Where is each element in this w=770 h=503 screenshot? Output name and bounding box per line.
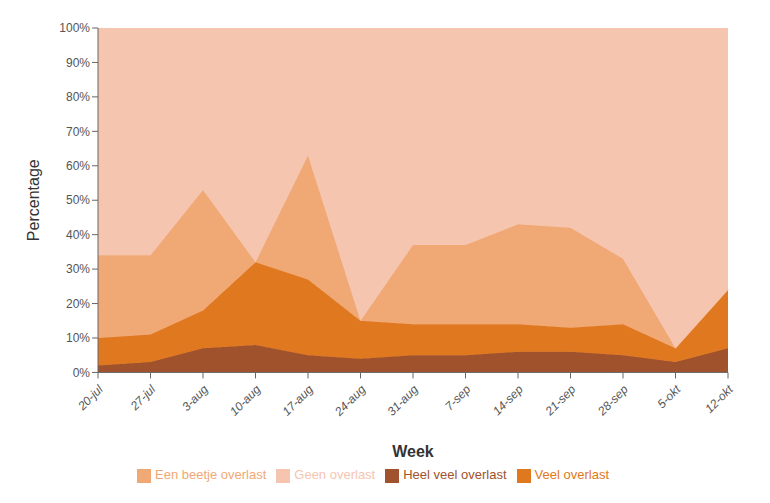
svg-text:60%: 60%	[66, 159, 90, 173]
svg-text:5-okt: 5-okt	[655, 382, 684, 411]
svg-text:10-aug: 10-aug	[227, 382, 264, 419]
svg-text:3-aug: 3-aug	[179, 382, 211, 414]
svg-text:28-sep: 28-sep	[594, 382, 631, 419]
svg-text:31-aug: 31-aug	[384, 382, 421, 419]
html-text:Veel overlast: Veel overlast	[534, 467, 609, 483]
svg-text:20%: 20%	[66, 297, 90, 311]
svg-text:20-jul: 20-jul	[74, 382, 106, 414]
svg-text:70%: 70%	[66, 125, 90, 139]
svg-text:14-sep: 14-sep	[490, 382, 526, 418]
svg-text:50%: 50%	[66, 193, 90, 207]
svg-text:27-jul: 27-jul	[127, 382, 159, 414]
svg-text:21-sep: 21-sep	[542, 382, 579, 419]
svg-text:30%: 30%	[66, 262, 90, 276]
svg-text:80%: 80%	[66, 90, 90, 104]
html-text:Een beetje overlast: Een beetje overlast	[155, 467, 267, 483]
svg-text:90%: 90%	[66, 56, 90, 70]
svg-text:17-aug: 17-aug	[279, 382, 316, 419]
svg-text:7-sep: 7-sep	[442, 382, 473, 413]
svg-text:24-aug: 24-aug	[331, 382, 368, 419]
html-text:Heel veel overlast: Heel veel overlast	[403, 467, 507, 483]
svg-text:Percentage: Percentage	[25, 159, 42, 241]
svg-text:100%: 100%	[59, 21, 90, 35]
svg-text:Week: Week	[392, 443, 434, 460]
html-text:Geen overlast: Geen overlast	[294, 467, 376, 483]
svg-text:12-okt: 12-okt	[702, 382, 736, 416]
svg-text:40%: 40%	[66, 228, 90, 242]
svg-text:0%: 0%	[73, 366, 91, 380]
svg-text:10%: 10%	[66, 331, 90, 345]
